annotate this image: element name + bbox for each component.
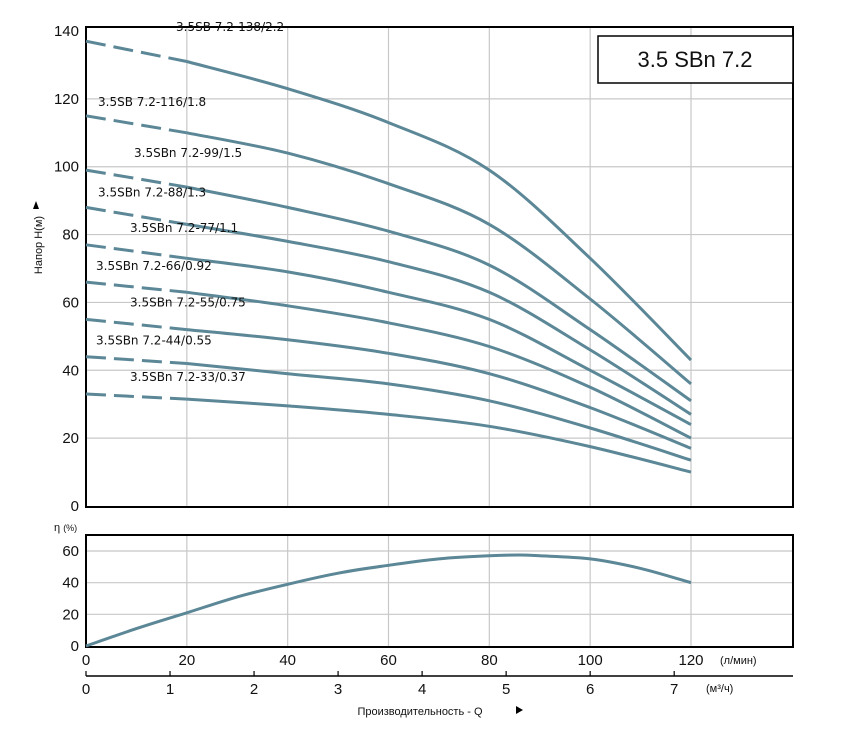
curve-label: 3.5SB 7.2-138/2.2 <box>176 20 284 34</box>
curve-label: 3.5SBn 7.2-99/1.5 <box>134 146 242 160</box>
chart-title-box <box>597 35 794 84</box>
x-tick-label: 100 <box>578 652 603 669</box>
lpm-x-tick-labels: 0 20 40 60 80 100 120 <box>82 652 704 669</box>
head-curve <box>186 397 692 474</box>
x-tick-label: 2 <box>250 681 258 698</box>
x-tick-label: 20 <box>178 652 195 669</box>
head-curve <box>186 131 692 386</box>
head-curve-dashed <box>85 280 187 294</box>
x-tick-label: 5 <box>502 681 510 698</box>
head-curve-dashed <box>85 243 187 260</box>
m3h-unit-label: (м³/ч) <box>706 683 733 695</box>
y-tick-label: 0 <box>71 498 79 515</box>
head-curve-dashed <box>85 114 188 135</box>
head-chart-grid <box>87 28 792 506</box>
y-tick-label: 80 <box>62 227 79 244</box>
y-tick-label: 60 <box>62 543 79 560</box>
lpm-unit-label: (л/мин) <box>720 655 757 667</box>
y-tick-label: 40 <box>62 362 79 379</box>
head-curve-dashed <box>85 168 188 189</box>
y-tick-label: 40 <box>62 575 79 592</box>
y-tick-label: 0 <box>71 638 79 655</box>
y-tick-label: 100 <box>54 159 79 176</box>
head-curve <box>186 185 692 403</box>
x-tick-label: 6 <box>586 681 594 698</box>
curve-label: 3.5SBn 7.2-33/0.37 <box>130 370 246 384</box>
head-curve-dashed <box>85 355 187 365</box>
curve-label: 3.5SBn 7.2-44/0.55 <box>96 334 212 348</box>
y-tick-label: 140 <box>54 23 79 40</box>
curve-label: 3.5SB 7.2-116/1.8 <box>98 95 206 109</box>
curve-label: 3.5SBn 7.2-88/1.3 <box>98 185 206 199</box>
head-curve <box>186 328 692 450</box>
x-tick-label: 1 <box>166 681 174 698</box>
efficiency-line <box>85 553 692 648</box>
y-tick-label: 60 <box>62 294 79 311</box>
x-tick-label: 80 <box>481 652 498 669</box>
y-tick-label: 20 <box>62 430 79 447</box>
x-tick-label: 40 <box>279 652 296 669</box>
flow-axis-arrow-icon <box>516 706 523 714</box>
m3h-x-tick-labels: 0 1 2 3 4 5 6 7 <box>82 671 678 698</box>
head-chart-frame <box>85 26 794 508</box>
efficiency-curve <box>85 553 692 648</box>
x-tick-label: 4 <box>418 681 426 698</box>
y-tick-label: 120 <box>54 91 79 108</box>
curve-label: 3.5SBn 7.2-55/0.75 <box>130 295 246 309</box>
head-axis-arrow-icon <box>33 201 39 209</box>
x-tick-label: 3 <box>334 681 342 698</box>
efficiency-chart-grid <box>87 536 792 646</box>
chart-title: 3.5 SBn 7.2 <box>638 47 753 72</box>
head-y-tick-labels: 0 20 40 60 80 100 120 140 <box>54 23 79 515</box>
efficiency-chart-frame <box>85 534 794 648</box>
efficiency-axis-label: η (%) <box>54 522 77 534</box>
head-curve <box>186 362 692 462</box>
head-curve-dashed <box>85 205 188 226</box>
head-curve-dashed <box>85 39 188 63</box>
x-tick-label: 60 <box>380 652 397 669</box>
head-curve <box>186 60 693 362</box>
head-curve-dashed <box>85 317 187 332</box>
y-tick-label: 20 <box>62 606 79 623</box>
flow-axis-title: Производительность - Q <box>357 706 483 718</box>
head-curve <box>186 222 692 416</box>
x-tick-label: 0 <box>82 681 90 698</box>
efficiency-y-tick-labels: 0 20 40 60 <box>62 543 79 655</box>
curve-label: 3.5SBn 7.2-77/1.1 <box>130 221 238 235</box>
curve-label: 3.5SBn 7.2-66/0.92 <box>96 259 212 273</box>
x-tick-label: 0 <box>82 652 90 669</box>
curve-labels: 3.5SB 7.2-138/2.2 3.5SB 7.2-116/1.8 3.5SBn… <box>96 20 284 384</box>
head-curve <box>186 290 692 440</box>
head-curve-dashed <box>85 392 187 401</box>
x-tick-label: 120 <box>678 652 703 669</box>
head-curve <box>186 256 692 426</box>
head-axis-label: Напор H(м) <box>33 216 45 274</box>
head-curves <box>85 39 693 474</box>
x-tick-label: 7 <box>670 681 678 698</box>
